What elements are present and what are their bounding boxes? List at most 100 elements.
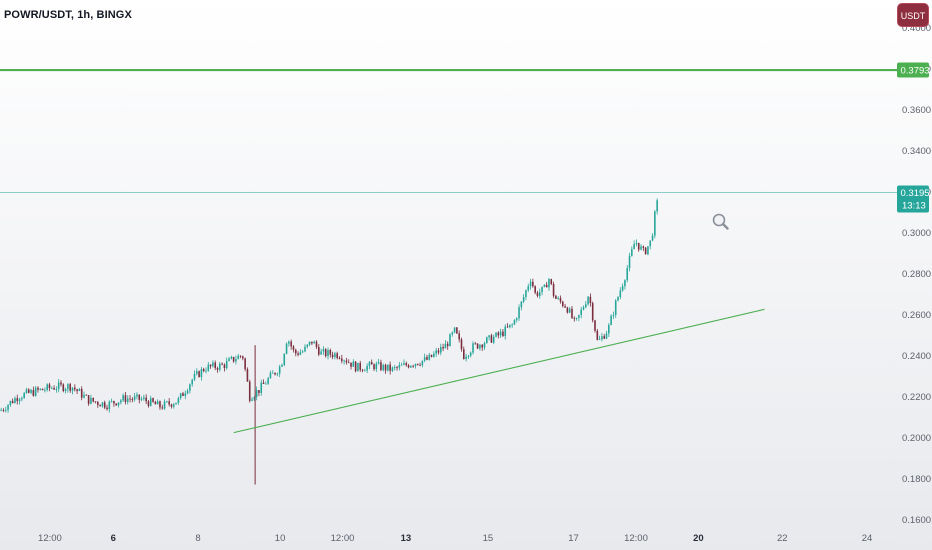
candle: [453, 327, 456, 334]
candle: [244, 357, 246, 372]
candle: [297, 351, 299, 357]
candle: [439, 343, 442, 356]
candle: [380, 359, 382, 372]
y-tick-label: 0.2000: [902, 433, 931, 444]
candle: [126, 395, 129, 405]
candle: [451, 331, 454, 337]
resistance-price-label: 0.3793: [901, 66, 930, 77]
candle: [610, 314, 612, 326]
candle: [421, 360, 424, 368]
candle: [502, 328, 504, 338]
candle: [324, 348, 327, 358]
candle: [444, 340, 447, 349]
y-tick-label: 0.1800: [902, 474, 931, 485]
bar-countdown: 13:13: [902, 201, 926, 212]
candle: [497, 331, 500, 339]
candle: [228, 356, 230, 362]
candle: [53, 385, 55, 391]
candle: [437, 347, 440, 355]
candle: [216, 366, 219, 373]
candle: [584, 301, 587, 309]
candle: [352, 359, 355, 367]
candle: [138, 394, 141, 404]
candle: [361, 368, 364, 373]
candle: [410, 365, 412, 368]
candle: [499, 328, 502, 338]
candle: [465, 353, 467, 362]
candle: [221, 362, 223, 366]
candle: [248, 379, 251, 403]
candle: [177, 396, 180, 405]
candle: [398, 361, 401, 371]
candle: [110, 398, 113, 403]
y-tick-label: 0.2600: [902, 310, 931, 321]
candle: [338, 356, 341, 360]
time-axis[interactable]: 12:00 6 8 10 12:00 13 15 17 12:00 20 22 24: [38, 533, 872, 544]
candle: [419, 362, 421, 367]
candle: [85, 394, 88, 396]
candle: [490, 333, 493, 344]
candle: [262, 379, 265, 385]
candle: [269, 370, 272, 379]
candle: [594, 319, 596, 333]
candle: [48, 382, 51, 392]
y-tick-label: 0.3000: [902, 228, 931, 239]
candle: [472, 341, 474, 355]
candle: [612, 311, 615, 319]
candle: [311, 341, 313, 346]
resistance-price-tag: 0.3793: [897, 62, 930, 78]
zoom-icon[interactable]: [712, 213, 729, 230]
candle: [41, 388, 44, 391]
candle: [168, 398, 170, 407]
candle: [495, 332, 497, 338]
candle: [117, 402, 120, 408]
candle: [506, 323, 509, 328]
candle: [368, 360, 371, 370]
candle: [525, 289, 527, 301]
candle: [2, 408, 5, 413]
candle: [605, 330, 608, 340]
candle: [131, 397, 134, 403]
candle: [336, 351, 339, 360]
candle: [200, 366, 203, 381]
candle: [186, 388, 189, 395]
candle: [589, 293, 592, 307]
candle: [288, 340, 290, 347]
candle: [71, 387, 74, 395]
ascending-trendline[interactable]: [233, 308, 765, 434]
currency-button[interactable]: USDT: [897, 3, 929, 27]
candle: [149, 395, 152, 407]
candle: [568, 307, 571, 314]
candle: [108, 400, 111, 413]
candle: [267, 376, 269, 385]
candle: [364, 368, 366, 372]
candle: [18, 397, 21, 405]
trend-layer[interactable]: [233, 308, 765, 434]
candle: [67, 383, 69, 393]
candle: [536, 290, 539, 298]
candle: [189, 383, 191, 394]
x-tick-label: 13: [401, 533, 412, 544]
candle: [359, 360, 362, 373]
candle: [255, 386, 258, 401]
candle: [9, 400, 12, 407]
levels: [0, 68, 897, 193]
candle: [159, 400, 161, 410]
candle: [207, 362, 210, 372]
x-tick-label: 17: [568, 533, 579, 544]
candle: [170, 403, 173, 409]
candle: [476, 343, 479, 350]
candle: [414, 363, 417, 369]
candle: [486, 336, 488, 344]
candle: [83, 391, 85, 399]
candle: [191, 378, 193, 387]
candle: [407, 363, 410, 369]
candle: [198, 370, 200, 378]
candle: [366, 363, 368, 374]
candle: [136, 392, 138, 400]
candle: [103, 400, 106, 410]
candle: [271, 370, 274, 374]
candle: [329, 348, 332, 358]
last-price-label: 0.3195: [901, 188, 930, 199]
